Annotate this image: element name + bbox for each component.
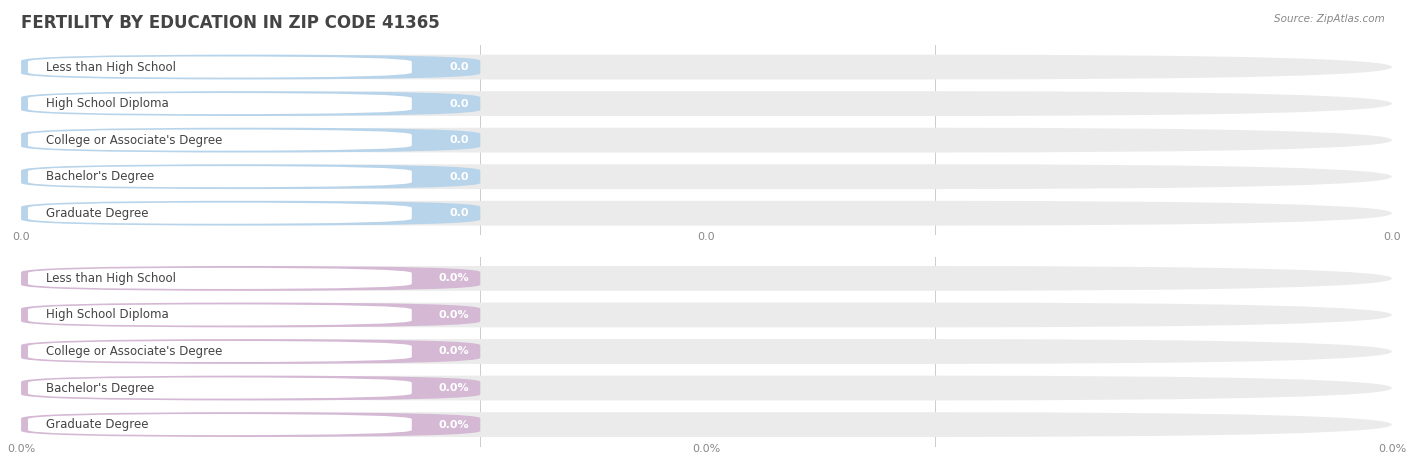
FancyBboxPatch shape (21, 201, 1392, 226)
Text: High School Diploma: High School Diploma (46, 308, 169, 322)
Text: FERTILITY BY EDUCATION IN ZIP CODE 41365: FERTILITY BY EDUCATION IN ZIP CODE 41365 (21, 14, 440, 32)
FancyBboxPatch shape (21, 55, 1392, 79)
FancyBboxPatch shape (28, 93, 412, 114)
FancyBboxPatch shape (21, 91, 1392, 116)
Text: Less than High School: Less than High School (46, 272, 176, 285)
FancyBboxPatch shape (21, 91, 481, 116)
FancyBboxPatch shape (21, 412, 1392, 437)
FancyBboxPatch shape (21, 164, 481, 189)
Text: Less than High School: Less than High School (46, 60, 176, 74)
Text: Bachelor's Degree: Bachelor's Degree (46, 381, 155, 395)
Text: 0.0%: 0.0% (692, 444, 721, 454)
FancyBboxPatch shape (21, 55, 481, 79)
Text: 0.0%: 0.0% (439, 383, 470, 393)
FancyBboxPatch shape (21, 339, 1392, 364)
Text: Graduate Degree: Graduate Degree (46, 418, 148, 431)
FancyBboxPatch shape (28, 203, 412, 224)
Text: 0.0%: 0.0% (439, 274, 470, 284)
FancyBboxPatch shape (21, 412, 481, 437)
Text: 0.0: 0.0 (450, 208, 470, 218)
Text: 0.0%: 0.0% (7, 444, 35, 454)
FancyBboxPatch shape (28, 166, 412, 187)
FancyBboxPatch shape (21, 376, 481, 400)
FancyBboxPatch shape (28, 414, 412, 435)
FancyBboxPatch shape (21, 164, 1392, 189)
Text: Source: ZipAtlas.com: Source: ZipAtlas.com (1274, 14, 1385, 24)
FancyBboxPatch shape (28, 341, 412, 362)
FancyBboxPatch shape (21, 303, 1392, 327)
Text: 0.0%: 0.0% (1378, 444, 1406, 454)
FancyBboxPatch shape (21, 128, 1392, 152)
Text: Bachelor's Degree: Bachelor's Degree (46, 170, 155, 183)
FancyBboxPatch shape (21, 128, 481, 152)
FancyBboxPatch shape (21, 376, 1392, 400)
Text: 0.0: 0.0 (697, 232, 716, 242)
FancyBboxPatch shape (28, 304, 412, 325)
FancyBboxPatch shape (21, 303, 481, 327)
Text: 0.0: 0.0 (13, 232, 30, 242)
FancyBboxPatch shape (28, 130, 412, 151)
Text: 0.0%: 0.0% (439, 419, 470, 429)
FancyBboxPatch shape (21, 266, 481, 291)
FancyBboxPatch shape (21, 266, 1392, 291)
FancyBboxPatch shape (28, 268, 412, 289)
Text: 0.0: 0.0 (450, 62, 470, 72)
Text: 0.0%: 0.0% (439, 346, 470, 357)
Text: 0.0: 0.0 (450, 99, 470, 109)
FancyBboxPatch shape (28, 378, 412, 399)
Text: College or Associate's Degree: College or Associate's Degree (46, 133, 222, 147)
Text: 0.0: 0.0 (450, 135, 470, 145)
Text: 0.0: 0.0 (450, 171, 470, 181)
Text: 0.0%: 0.0% (439, 310, 470, 320)
FancyBboxPatch shape (21, 339, 481, 364)
Text: High School Diploma: High School Diploma (46, 97, 169, 110)
Text: 0.0: 0.0 (1384, 232, 1400, 242)
Text: Graduate Degree: Graduate Degree (46, 207, 148, 220)
FancyBboxPatch shape (21, 201, 481, 226)
Text: College or Associate's Degree: College or Associate's Degree (46, 345, 222, 358)
FancyBboxPatch shape (28, 57, 412, 77)
